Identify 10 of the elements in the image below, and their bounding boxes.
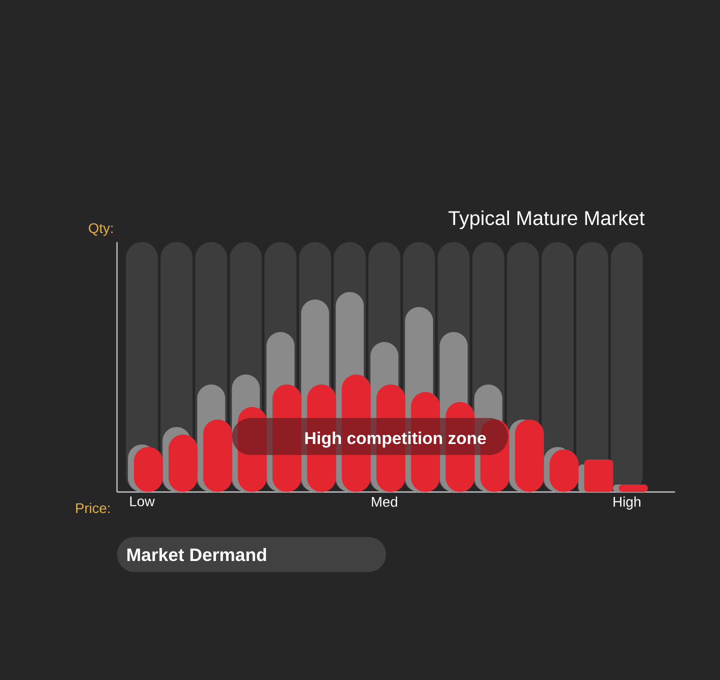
x-tick-label: Low: [130, 496, 155, 506]
y-axis-title: Qty:: [88, 223, 113, 236]
x-tick-label: High: [614, 496, 640, 510]
bar: [618, 484, 648, 492]
x-axis-title: Price:: [76, 502, 110, 514]
x-tick-label: Med: [372, 496, 398, 507]
bar: [584, 459, 614, 492]
text: Market Dermand: [127, 548, 266, 562]
annotation: High competition zone: [305, 432, 486, 448]
chart-title: Typical Mature Market: [448, 210, 645, 230]
